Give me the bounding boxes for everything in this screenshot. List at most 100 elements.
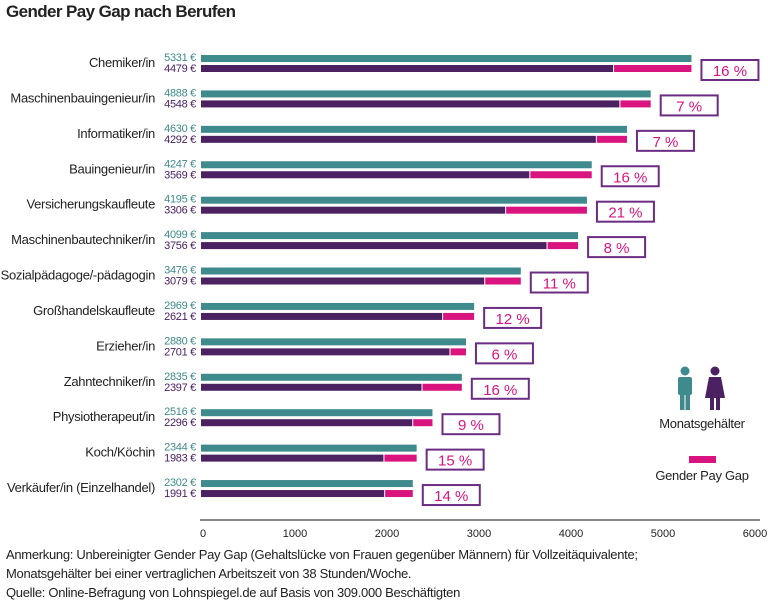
women-bar bbox=[201, 454, 384, 462]
men-value-label: 4888 € bbox=[164, 87, 196, 99]
gap-bar bbox=[547, 242, 579, 250]
category-label: Bauingenieur/in bbox=[69, 161, 155, 176]
category-label: Maschinenbauingenieur/in bbox=[10, 90, 155, 105]
category-label: Versicherungskaufleute bbox=[26, 197, 155, 212]
x-tick-label: 2000 bbox=[375, 528, 399, 540]
gap-label: 9 % bbox=[458, 417, 484, 434]
men-bar bbox=[201, 125, 627, 133]
gap-label-box bbox=[421, 484, 481, 507]
x-tick-label: 1000 bbox=[283, 528, 307, 540]
men-bar bbox=[201, 267, 521, 275]
gap-bar bbox=[450, 348, 466, 356]
men-bar bbox=[201, 232, 579, 240]
women-value-label: 3756 € bbox=[164, 240, 196, 252]
category-label: Chemiker/in bbox=[89, 55, 155, 70]
women-bar bbox=[201, 312, 443, 320]
gap-bar bbox=[506, 206, 587, 214]
men-bar bbox=[201, 55, 692, 62]
bar-chart: Chemiker/in 5331 €4479 € 16 % Maschinenbaui… bbox=[1, 52, 768, 540]
gap-label-box bbox=[659, 94, 719, 117]
legend-salaries-label: Monatsgehälter bbox=[659, 416, 745, 431]
chart-title: Gender Pay Gap nach Berufen bbox=[6, 2, 236, 21]
gap-bar bbox=[413, 419, 433, 427]
gap-label-box bbox=[635, 129, 695, 152]
men-value-label: 4630 € bbox=[164, 123, 196, 135]
women-bar bbox=[201, 490, 385, 498]
women-bar bbox=[201, 277, 485, 285]
x-tick-label: 4000 bbox=[559, 528, 583, 540]
gap-label: 11 % bbox=[543, 276, 576, 293]
gap-label: 6 % bbox=[492, 346, 518, 363]
gap-label-box bbox=[425, 448, 485, 471]
men-bar bbox=[201, 409, 433, 417]
men-bar bbox=[201, 480, 413, 488]
women-bar bbox=[201, 242, 547, 250]
gap-bar bbox=[614, 65, 692, 72]
gap-label: 8 % bbox=[604, 240, 630, 257]
gap-bar bbox=[384, 454, 417, 462]
woman-icon bbox=[705, 366, 725, 410]
women-value-label: 2701 € bbox=[164, 346, 196, 358]
women-value-label: 4548 € bbox=[164, 98, 196, 110]
gap-label: 7 % bbox=[653, 134, 679, 151]
men-value-label: 2880 € bbox=[164, 335, 196, 347]
men-value-label: 5331 € bbox=[164, 52, 196, 64]
men-value-label: 2969 € bbox=[164, 300, 196, 312]
category-label: Verkäufer/in (Einzelhandel) bbox=[7, 480, 155, 495]
gap-label-box bbox=[474, 342, 534, 365]
source-line: Quelle: Online-Befragung von Lohnspiegel… bbox=[6, 585, 461, 600]
women-value-label: 3569 € bbox=[164, 169, 196, 181]
women-bar bbox=[201, 65, 614, 72]
men-bar bbox=[201, 161, 592, 169]
men-value-label: 2516 € bbox=[164, 406, 196, 418]
category-label: Großhandelskaufleute bbox=[33, 303, 155, 318]
women-bar bbox=[201, 206, 506, 214]
men-value-label: 2835 € bbox=[164, 371, 196, 383]
category-label: Zahntechniker/in bbox=[64, 374, 155, 389]
note-line-1: Anmerkung: Unbereinigter Gender Pay Gap … bbox=[6, 547, 638, 562]
gap-label: 14 % bbox=[434, 488, 468, 505]
gap-label-box bbox=[470, 377, 530, 400]
women-bar bbox=[201, 100, 620, 108]
gap-label-box bbox=[700, 59, 760, 81]
category-label: Maschinenbautechniker/in bbox=[11, 232, 155, 247]
gap-label: 16 % bbox=[613, 169, 647, 186]
women-value-label: 1991 € bbox=[164, 488, 196, 500]
men-bar bbox=[201, 444, 417, 452]
men-bar bbox=[201, 90, 651, 98]
man-icon bbox=[678, 366, 692, 410]
women-value-label: 2296 € bbox=[164, 417, 196, 429]
men-bar bbox=[201, 196, 587, 204]
gap-bar bbox=[485, 277, 521, 285]
men-value-label: 2344 € bbox=[164, 442, 196, 454]
women-bar bbox=[201, 419, 413, 427]
women-bar bbox=[201, 383, 422, 391]
gap-bar bbox=[620, 100, 651, 108]
gap-bar bbox=[422, 383, 462, 391]
women-value-label: 3306 € bbox=[164, 205, 196, 217]
women-bar bbox=[201, 171, 530, 179]
category-label: Sozialpädagoge/-pädagogin bbox=[1, 268, 155, 283]
women-bar bbox=[201, 135, 596, 143]
women-value-label: 4479 € bbox=[164, 63, 196, 75]
gap-label: 21 % bbox=[608, 205, 642, 222]
note-line-2: Monatsgehälter bei einer vertraglichen A… bbox=[6, 566, 412, 581]
legend-gap-label: Gender Pay Gap bbox=[655, 468, 748, 483]
gap-label-box bbox=[600, 165, 660, 188]
gap-label: 12 % bbox=[496, 311, 530, 328]
legend-gap-swatch bbox=[689, 456, 716, 463]
x-tick-label: 3000 bbox=[467, 528, 491, 540]
women-value-label: 1983 € bbox=[164, 453, 196, 465]
x-tick-label: 5000 bbox=[651, 528, 675, 540]
women-value-label: 3079 € bbox=[164, 276, 196, 288]
women-bar bbox=[201, 348, 450, 356]
men-bar bbox=[201, 338, 466, 346]
women-value-label: 2397 € bbox=[164, 382, 196, 394]
gap-label: 7 % bbox=[676, 98, 702, 115]
women-value-label: 2621 € bbox=[164, 311, 196, 323]
gap-label-box bbox=[587, 236, 647, 259]
men-value-label: 4195 € bbox=[164, 194, 196, 206]
gap-bar bbox=[385, 490, 413, 498]
gap-label: 16 % bbox=[713, 63, 747, 80]
gap-bar bbox=[530, 171, 592, 179]
